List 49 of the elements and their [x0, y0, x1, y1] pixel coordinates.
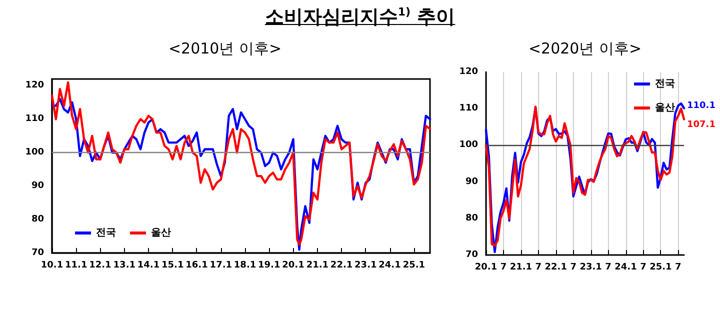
x-tick-label: 24.1 — [614, 262, 637, 272]
chart-title: 소비자심리지수$^{1)}$ 추이 — [264, 4, 456, 30]
x-tick-label: 25.1 — [402, 260, 426, 270]
x-tick-label: 24.1 — [378, 260, 401, 270]
legend-label: 울산 — [151, 228, 171, 238]
x-tick-label: 17.1 — [210, 260, 232, 270]
x-tick-label: 10.1 — [40, 260, 64, 270]
legend-label: 전국 — [655, 78, 675, 90]
legend-label: 전국 — [96, 228, 116, 238]
y-tick-label: 110 — [459, 104, 478, 114]
x-tick-label: 7 — [675, 262, 682, 272]
x-tick-label: 23.1 — [354, 260, 377, 270]
chart-subtitle: <2020년 이후> — [528, 40, 642, 58]
x-tick-label: 12.1 — [89, 260, 112, 270]
data-label: 107.1 — [687, 120, 716, 130]
y-tick-label: 80 — [31, 214, 44, 225]
x-tick-label: 20.1 — [282, 260, 304, 270]
y-tick-label: 90 — [465, 176, 478, 187]
y-tick-label: 80 — [465, 213, 478, 224]
x-tick-label: 15.1 — [162, 260, 184, 270]
x-tick-label: 7 — [500, 262, 507, 272]
x-tick-label: 21.1 — [306, 260, 329, 270]
y-tick-label: 100 — [459, 140, 478, 150]
y-tick-label: 110 — [25, 114, 44, 124]
x-tick-label: 23.1 — [580, 262, 602, 272]
x-tick-label: 7 — [640, 262, 646, 272]
x-tick-label: 7 — [605, 262, 612, 272]
y-tick-label: 120 — [459, 67, 478, 77]
x-tick-label: 19.1 — [258, 260, 280, 270]
x-tick-label: 25.1 — [650, 262, 672, 272]
x-tick-label: 7 — [570, 262, 576, 272]
data-label: 110.1 — [687, 101, 716, 112]
legend-label: 울산 — [655, 102, 675, 114]
y-tick-label: 70 — [465, 250, 478, 260]
x-tick-label: 7 — [535, 262, 542, 272]
x-tick-label: 13.1 — [113, 260, 136, 270]
chart-subtitle: <2010년 이후> — [168, 40, 282, 58]
y-tick-label: 100 — [25, 148, 44, 158]
y-tick-label: 90 — [31, 181, 44, 192]
x-tick-label: 21.1 — [510, 262, 532, 272]
x-tick-label: 22.1 — [330, 260, 353, 270]
y-tick-label: 70 — [31, 248, 44, 258]
x-tick-label: 20.1 — [474, 262, 498, 272]
x-tick-label: 11.1 — [65, 260, 88, 270]
y-tick-label: 120 — [25, 80, 44, 91]
x-tick-label: 22.1 — [544, 262, 567, 272]
x-tick-label: 18.1 — [234, 260, 256, 270]
x-tick-label: 14.1 — [137, 260, 160, 270]
x-tick-label: 16.1 — [186, 260, 208, 270]
